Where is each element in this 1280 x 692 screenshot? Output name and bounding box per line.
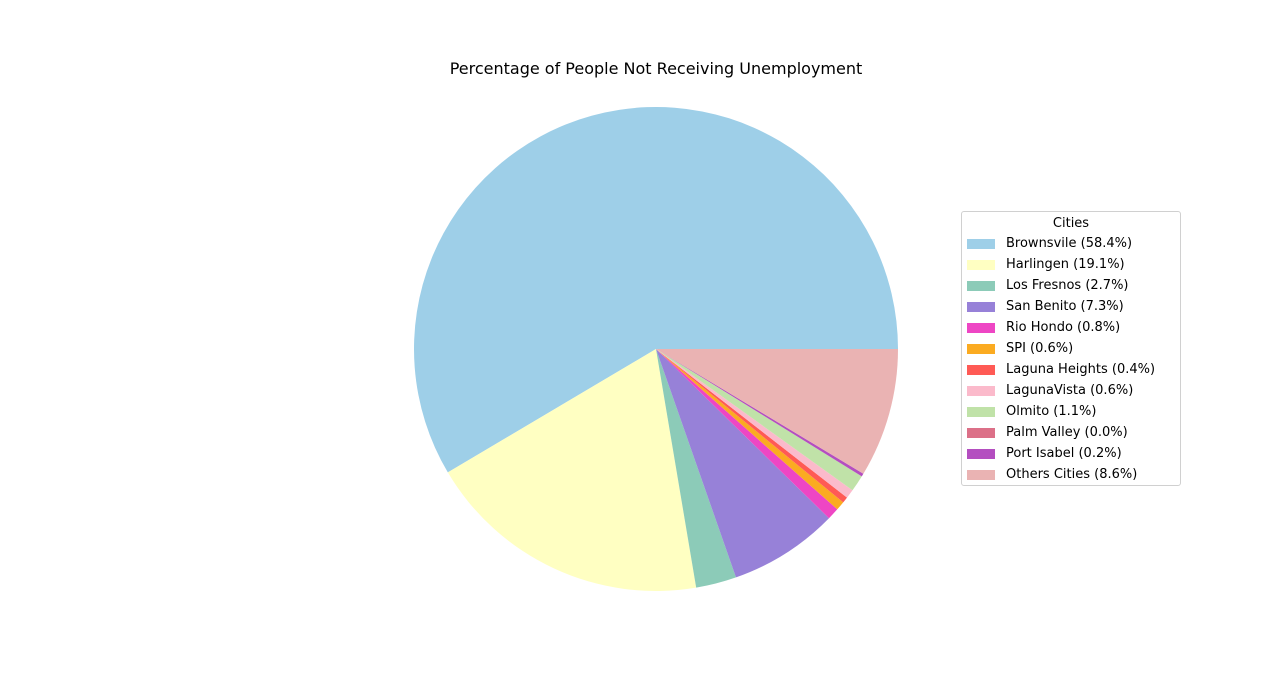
pie-slice-san-benito: [656, 349, 829, 578]
pie-slice-spi: [656, 349, 844, 510]
legend-swatch: [967, 344, 995, 354]
legend-swatch: [967, 260, 995, 270]
legend-swatch: [967, 365, 995, 375]
legend-swatch: [967, 449, 995, 459]
legend-label: Los Fresnos (2.7%): [1006, 278, 1129, 293]
legend-item-others-cities: Others Cities (8.6%): [967, 466, 1181, 484]
legend-item-palm-valley: Palm Valley (0.0%): [967, 424, 1181, 442]
legend: Cities Brownsvile (58.4%) Harlingen (19.1…: [961, 211, 1181, 486]
legend-item-spi: SPI (0.6%): [967, 340, 1181, 358]
legend-label: Harlingen (19.1%): [1006, 257, 1125, 272]
legend-label: Palm Valley (0.0%): [1006, 425, 1128, 440]
legend-item-port-isabel: Port Isabel (0.2%): [967, 445, 1181, 463]
pie-slice-olmito: [656, 349, 862, 491]
pie-slice-brownsvile: [413, 106, 898, 473]
legend-label: SPI (0.6%): [1006, 341, 1074, 356]
legend-swatch: [967, 281, 995, 291]
legend-swatch: [967, 239, 995, 249]
pie-slice-laguna-heights: [656, 349, 848, 503]
pie-slice-others-cities: [656, 349, 898, 474]
legend-label: LagunaVista (0.6%): [1006, 383, 1134, 398]
legend-label: Laguna Heights (0.4%): [1006, 362, 1156, 377]
legend-label: Brownsvile (58.4%): [1006, 236, 1133, 251]
legend-swatch: [967, 386, 995, 396]
legend-item-los-fresnos: Los Fresnos (2.7%): [967, 277, 1181, 295]
legend-item-laguna-heights: Laguna Heights (0.4%): [967, 361, 1181, 379]
pie-slice-rio-hondo: [656, 349, 838, 519]
legend-item-lagunavista: LagunaVista (0.6%): [967, 382, 1181, 400]
legend-item-harlingen: Harlingen (19.1%): [967, 256, 1181, 274]
legend-swatch: [967, 470, 995, 480]
chart-title: Percentage of People Not Receiving Unemp…: [449, 59, 863, 78]
pie-slice-lagunavista: [656, 349, 853, 498]
legend-swatch: [967, 428, 995, 438]
legend-item-olmito: Olmito (1.1%): [967, 403, 1181, 421]
legend-title: Cities: [1052, 216, 1090, 231]
legend-swatch: [967, 323, 995, 333]
legend-swatch: [967, 302, 995, 312]
legend-item-rio-hondo: Rio Hondo (0.8%): [967, 319, 1181, 337]
legend-swatch: [967, 407, 995, 417]
legend-label: Olmito (1.1%): [1006, 404, 1097, 419]
pie-slice-port-isabel: [656, 349, 864, 477]
legend-label: Port Isabel (0.2%): [1006, 446, 1122, 461]
legend-item-san-benito: San Benito (7.3%): [967, 298, 1181, 316]
legend-label: Others Cities (8.6%): [1006, 467, 1138, 482]
pie-slice-los-fresnos: [656, 349, 736, 588]
legend-label: Rio Hondo (0.8%): [1006, 320, 1121, 335]
legend-item-brownsvile: Brownsvile (58.4%): [967, 235, 1181, 253]
pie-slice-harlingen: [447, 349, 697, 591]
legend-label: San Benito (7.3%): [1006, 299, 1124, 314]
